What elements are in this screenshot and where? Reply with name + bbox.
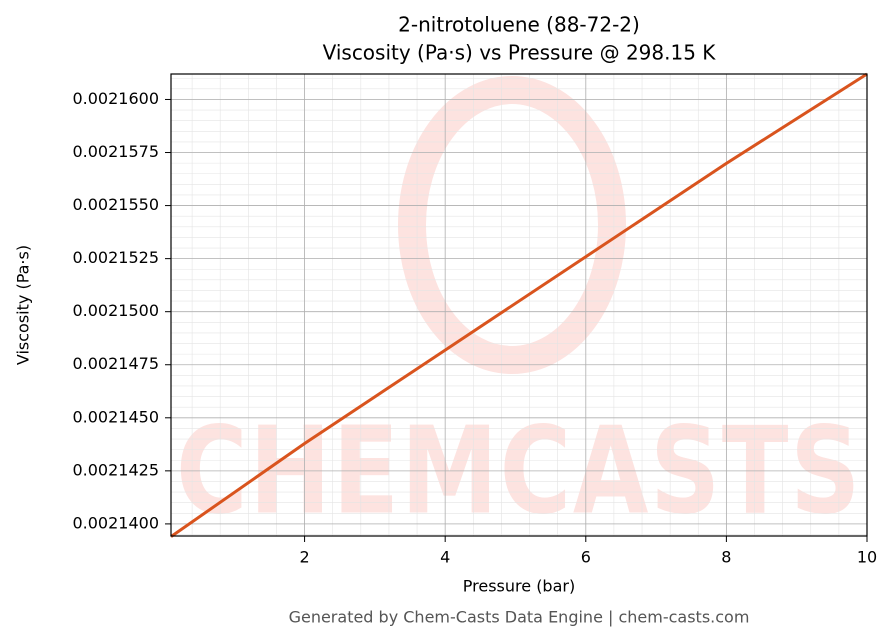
y-tick-label: 0.0021500 [72,301,159,320]
footer: Generated by Chem-Casts Data Engine | ch… [289,608,750,627]
x-axis-label: Pressure (bar) [463,577,575,596]
data-line [170,72,868,538]
y-tick-label: 0.0021425 [72,460,159,479]
y-tick-label: 0.0021550 [72,195,159,214]
watermark-ring [398,76,626,374]
plot-frame [170,73,868,537]
y-tick-label: 0.0021475 [72,354,159,373]
y-tick-label: 0.0021400 [72,513,159,532]
y-tick-label: 0.0021575 [72,142,159,161]
x-tick-label: 8 [721,548,731,567]
y-tick-label: 0.0021600 [72,89,159,108]
y-tick-label: 0.0021525 [72,248,159,267]
watermark: CHEMCASTS [176,403,862,542]
x-tick-label: 4 [440,548,450,567]
y-axis-label: Viscosity (Pa·s) [14,245,33,365]
chart-subtitle: Viscosity (Pa·s) vs Pressure @ 298.15 K [323,41,717,65]
x-tick-label: 10 [857,548,877,567]
x-tick-label: 2 [299,548,309,567]
chart-title: 2-nitrotoluene (88-72-2) [398,13,640,37]
y-tick-label: 0.0021450 [72,407,159,426]
x-tick-label: 6 [581,548,591,567]
